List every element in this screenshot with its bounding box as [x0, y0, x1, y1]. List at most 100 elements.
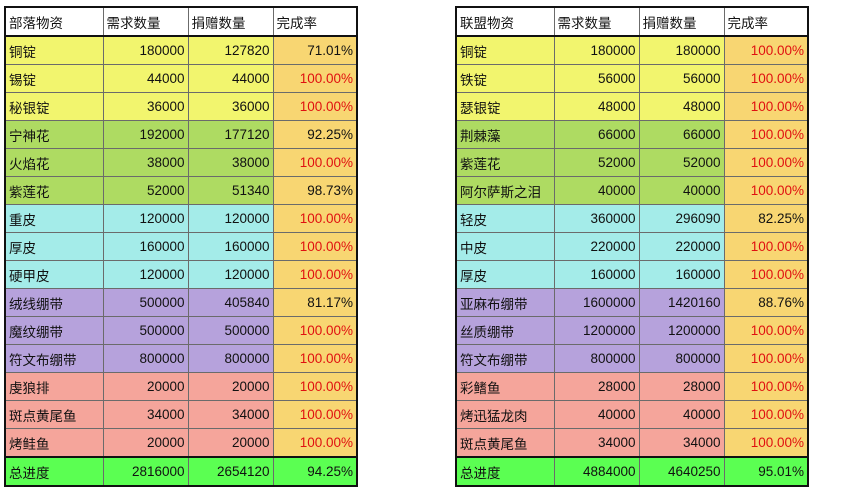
rate-cell[interactable]: 100.00% [272, 204, 358, 233]
item-name-cell[interactable]: 轻皮 [455, 204, 555, 233]
total-label-cell[interactable]: 总进度 [4, 456, 104, 487]
item-name-cell[interactable]: 紫莲花 [455, 148, 555, 177]
donated-cell[interactable]: 44000 [187, 64, 274, 93]
donated-cell[interactable]: 52000 [638, 148, 725, 177]
item-name-cell[interactable]: 火焰花 [4, 148, 104, 177]
total-donated-cell[interactable]: 4640250 [638, 456, 725, 487]
item-name-cell[interactable]: 魔纹绷带 [4, 316, 104, 345]
donated-cell[interactable]: 34000 [187, 400, 274, 429]
total-need-cell[interactable]: 4884000 [553, 456, 640, 487]
donated-cell[interactable]: 296090 [638, 204, 725, 233]
donated-cell[interactable]: 40000 [638, 400, 725, 429]
item-name-cell[interactable]: 瑟银锭 [455, 92, 555, 121]
donated-cell[interactable]: 180000 [638, 35, 725, 65]
item-name-cell[interactable]: 铜锭 [4, 35, 104, 65]
item-name-cell[interactable]: 绒线绷带 [4, 288, 104, 317]
need-cell[interactable]: 40000 [553, 400, 640, 429]
item-name-cell[interactable]: 宁神花 [4, 120, 104, 149]
need-cell[interactable]: 120000 [102, 204, 189, 233]
item-name-cell[interactable]: 丝质绷带 [455, 316, 555, 345]
need-cell[interactable]: 800000 [553, 344, 640, 373]
need-cell[interactable]: 500000 [102, 288, 189, 317]
need-cell[interactable]: 1200000 [553, 316, 640, 345]
rate-cell[interactable]: 100.00% [723, 344, 809, 373]
header-rate[interactable]: 完成率 [272, 6, 358, 37]
total-need-cell[interactable]: 2816000 [102, 456, 189, 487]
total-rate-cell[interactable]: 94.25% [272, 456, 358, 487]
need-cell[interactable]: 48000 [553, 92, 640, 121]
rate-cell[interactable]: 100.00% [272, 64, 358, 93]
donated-cell[interactable]: 220000 [638, 232, 725, 261]
need-cell[interactable]: 160000 [102, 232, 189, 261]
need-cell[interactable]: 120000 [102, 260, 189, 289]
rate-cell[interactable]: 100.00% [723, 92, 809, 121]
donated-cell[interactable]: 127820 [187, 35, 274, 65]
rate-cell[interactable]: 100.00% [723, 260, 809, 289]
rate-cell[interactable]: 100.00% [272, 344, 358, 373]
donated-cell[interactable]: 120000 [187, 204, 274, 233]
need-cell[interactable]: 52000 [553, 148, 640, 177]
rate-cell[interactable]: 100.00% [272, 372, 358, 401]
need-cell[interactable]: 20000 [102, 428, 189, 458]
item-name-cell[interactable]: 硬甲皮 [4, 260, 104, 289]
need-cell[interactable]: 800000 [102, 344, 189, 373]
item-name-cell[interactable]: 紫莲花 [4, 176, 104, 205]
need-cell[interactable]: 40000 [553, 176, 640, 205]
total-rate-cell[interactable]: 95.01% [723, 456, 809, 487]
need-cell[interactable]: 56000 [553, 64, 640, 93]
rate-cell[interactable]: 100.00% [272, 260, 358, 289]
rate-cell[interactable]: 100.00% [723, 148, 809, 177]
donated-cell[interactable]: 38000 [187, 148, 274, 177]
donated-cell[interactable]: 51340 [187, 176, 274, 205]
donated-cell[interactable]: 34000 [638, 428, 725, 458]
total-label-cell[interactable]: 总进度 [455, 456, 555, 487]
donated-cell[interactable]: 20000 [187, 372, 274, 401]
rate-cell[interactable]: 100.00% [272, 400, 358, 429]
rate-cell[interactable]: 82.25% [723, 204, 809, 233]
need-cell[interactable]: 34000 [102, 400, 189, 429]
item-name-cell[interactable]: 斑点黄尾鱼 [455, 428, 555, 458]
need-cell[interactable]: 192000 [102, 120, 189, 149]
rate-cell[interactable]: 92.25% [272, 120, 358, 149]
item-name-cell[interactable]: 重皮 [4, 204, 104, 233]
need-cell[interactable]: 1600000 [553, 288, 640, 317]
rate-cell[interactable]: 100.00% [723, 35, 809, 65]
need-cell[interactable]: 180000 [553, 35, 640, 65]
need-cell[interactable]: 36000 [102, 92, 189, 121]
item-name-cell[interactable]: 厚皮 [4, 232, 104, 261]
donated-cell[interactable]: 1420160 [638, 288, 725, 317]
rate-cell[interactable]: 100.00% [723, 400, 809, 429]
rate-cell[interactable]: 100.00% [272, 148, 358, 177]
item-name-cell[interactable]: 亚麻布绷带 [455, 288, 555, 317]
total-donated-cell[interactable]: 2654120 [187, 456, 274, 487]
donated-cell[interactable]: 28000 [638, 372, 725, 401]
item-name-cell[interactable]: 厚皮 [455, 260, 555, 289]
item-name-cell[interactable]: 烤鲑鱼 [4, 428, 104, 458]
need-cell[interactable]: 500000 [102, 316, 189, 345]
need-cell[interactable]: 180000 [102, 35, 189, 65]
need-cell[interactable]: 34000 [553, 428, 640, 458]
donated-cell[interactable]: 800000 [638, 344, 725, 373]
need-cell[interactable]: 20000 [102, 372, 189, 401]
header-need[interactable]: 需求数量 [553, 6, 640, 37]
rate-cell[interactable]: 100.00% [272, 232, 358, 261]
donated-cell[interactable]: 405840 [187, 288, 274, 317]
item-name-cell[interactable]: 烤迅猛龙肉 [455, 400, 555, 429]
donated-cell[interactable]: 66000 [638, 120, 725, 149]
item-name-cell[interactable]: 锡锭 [4, 64, 104, 93]
rate-cell[interactable]: 100.00% [723, 120, 809, 149]
rate-cell[interactable]: 100.00% [723, 64, 809, 93]
item-name-cell[interactable]: 中皮 [455, 232, 555, 261]
item-name-cell[interactable]: 荆棘藻 [455, 120, 555, 149]
header-item[interactable]: 联盟物资 [455, 6, 555, 37]
rate-cell[interactable]: 100.00% [723, 232, 809, 261]
rate-cell[interactable]: 71.01% [272, 35, 358, 65]
rate-cell[interactable]: 100.00% [272, 428, 358, 458]
rate-cell[interactable]: 100.00% [723, 316, 809, 345]
item-name-cell[interactable]: 秘银锭 [4, 92, 104, 121]
rate-cell[interactable]: 81.17% [272, 288, 358, 317]
rate-cell[interactable]: 100.00% [723, 428, 809, 458]
donated-cell[interactable]: 36000 [187, 92, 274, 121]
donated-cell[interactable]: 48000 [638, 92, 725, 121]
donated-cell[interactable]: 160000 [638, 260, 725, 289]
